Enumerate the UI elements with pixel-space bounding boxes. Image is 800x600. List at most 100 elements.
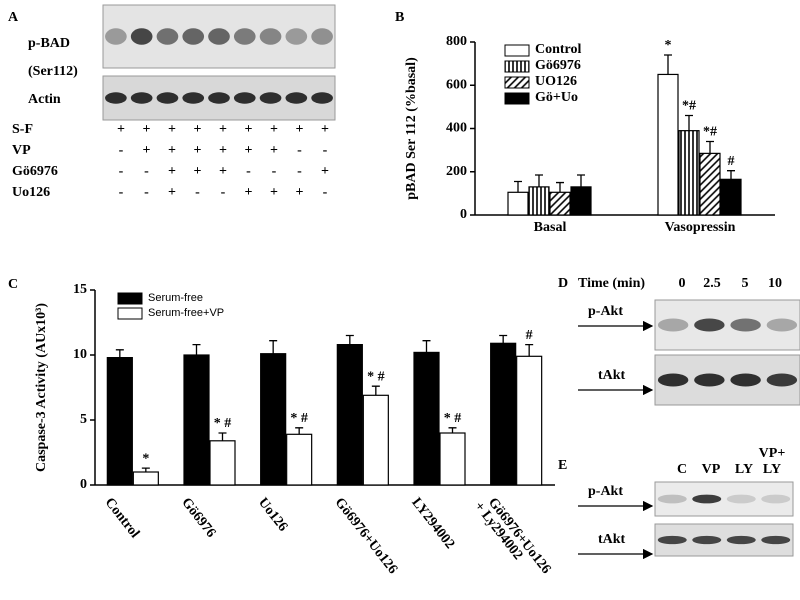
lane-label: VP+	[759, 446, 786, 461]
x-tick-label: Gö6976+Uo126	[332, 495, 400, 577]
blot-band	[730, 373, 761, 387]
treatment-sign: -	[297, 164, 302, 179]
x-tick-label: Control	[102, 495, 142, 541]
treatment-sign: +	[168, 143, 176, 158]
legend-label: Control	[535, 42, 582, 57]
legend-swatch	[504, 92, 530, 105]
blot-band	[182, 92, 205, 104]
treatment-sign: +	[270, 143, 278, 158]
error-bar	[295, 427, 304, 435]
blot-band	[259, 28, 282, 45]
blot-band	[233, 28, 256, 45]
blot-band	[761, 535, 791, 545]
error-bar	[422, 340, 431, 353]
blot-label: Actin	[28, 92, 61, 107]
y-tick-label: 400	[446, 121, 467, 136]
x-tick-label: Gö6976	[178, 495, 218, 540]
blot-band	[694, 373, 725, 387]
treatment-sign: +	[194, 122, 202, 137]
legend-label: Gö+Uo	[535, 90, 578, 105]
bar	[516, 355, 543, 486]
y-tick-label: 15	[73, 282, 87, 297]
error-bar	[192, 343, 201, 355]
blot-image	[654, 299, 800, 351]
blot-band	[726, 494, 756, 504]
error-bar	[499, 334, 508, 344]
lane-label: C	[677, 462, 687, 477]
bar	[657, 73, 679, 216]
legend-label: UO126	[535, 74, 577, 89]
treatment-label: VP	[12, 143, 31, 158]
legend-swatch	[504, 76, 530, 89]
annotation: #	[526, 328, 533, 343]
lane-label: LY	[763, 462, 781, 477]
treatment-sign: -	[144, 185, 149, 200]
treatment-sign: +	[168, 122, 176, 137]
treatment-sign: +	[245, 122, 253, 137]
treatment-sign: +	[245, 143, 253, 158]
blot-band	[766, 318, 798, 332]
treatment-sign: +	[194, 164, 202, 179]
treatment-sign: +	[219, 164, 227, 179]
y-tick-label: 0	[80, 477, 87, 492]
blot-label: p-BAD	[28, 36, 70, 51]
blot-label: p-Akt	[588, 304, 623, 319]
blot-band	[105, 92, 127, 104]
error-bar	[664, 54, 672, 75]
blot-band	[208, 92, 230, 104]
bar	[106, 357, 133, 486]
y-axis-title: Caspase-3 Activity (AUx10³)	[34, 303, 49, 472]
error-bar	[525, 343, 534, 357]
treatment-sign: +	[245, 185, 253, 200]
treatment-sign: +	[219, 122, 227, 137]
annotation: * #	[290, 411, 308, 426]
bar	[439, 432, 466, 486]
error-bar	[345, 334, 354, 345]
treatment-sign: -	[119, 143, 124, 158]
lane-label: 0	[679, 276, 686, 291]
bar	[286, 433, 313, 486]
annotation: * #	[214, 416, 232, 431]
x-tick-label: Vasopressin	[665, 220, 736, 235]
blot-image	[654, 481, 794, 517]
bar	[260, 353, 287, 486]
error-bar	[706, 140, 714, 154]
blot-band	[156, 92, 179, 104]
x-tick-label: LY294002	[408, 495, 457, 552]
treatment-sign: -	[195, 185, 200, 200]
x-tick-label: Uo126	[255, 495, 290, 534]
bar	[549, 191, 571, 216]
blot-band	[182, 28, 205, 45]
blot-band	[761, 494, 791, 504]
y-tick-label: 600	[446, 77, 467, 92]
blot-band	[657, 318, 689, 332]
error-bar	[577, 174, 585, 187]
error-bar	[535, 174, 543, 187]
blot-band	[233, 92, 256, 104]
panel-letter: A	[8, 10, 19, 25]
bar	[209, 440, 236, 486]
bar	[336, 344, 363, 486]
blot-band	[311, 92, 333, 104]
y-tick-label: 10	[73, 347, 87, 362]
bar	[490, 342, 517, 486]
bar	[413, 351, 440, 486]
treatment-sign: +	[296, 122, 304, 137]
blot-band	[692, 494, 722, 504]
bar	[720, 178, 742, 216]
time-label: Time (min)	[578, 276, 645, 291]
lane-label: LY	[735, 462, 753, 477]
blot-band	[657, 494, 687, 504]
treatment-sign: +	[143, 122, 151, 137]
blot-label: p-Akt	[588, 484, 623, 499]
legend-label: Serum-free	[148, 292, 203, 304]
bar	[678, 130, 700, 216]
treatment-sign: +	[270, 185, 278, 200]
blot-band	[692, 535, 722, 545]
bar	[528, 186, 550, 216]
treatment-sign: -	[144, 164, 149, 179]
treatment-sign: -	[272, 164, 277, 179]
y-tick-label: 800	[446, 34, 467, 49]
legend-swatch	[117, 292, 143, 305]
